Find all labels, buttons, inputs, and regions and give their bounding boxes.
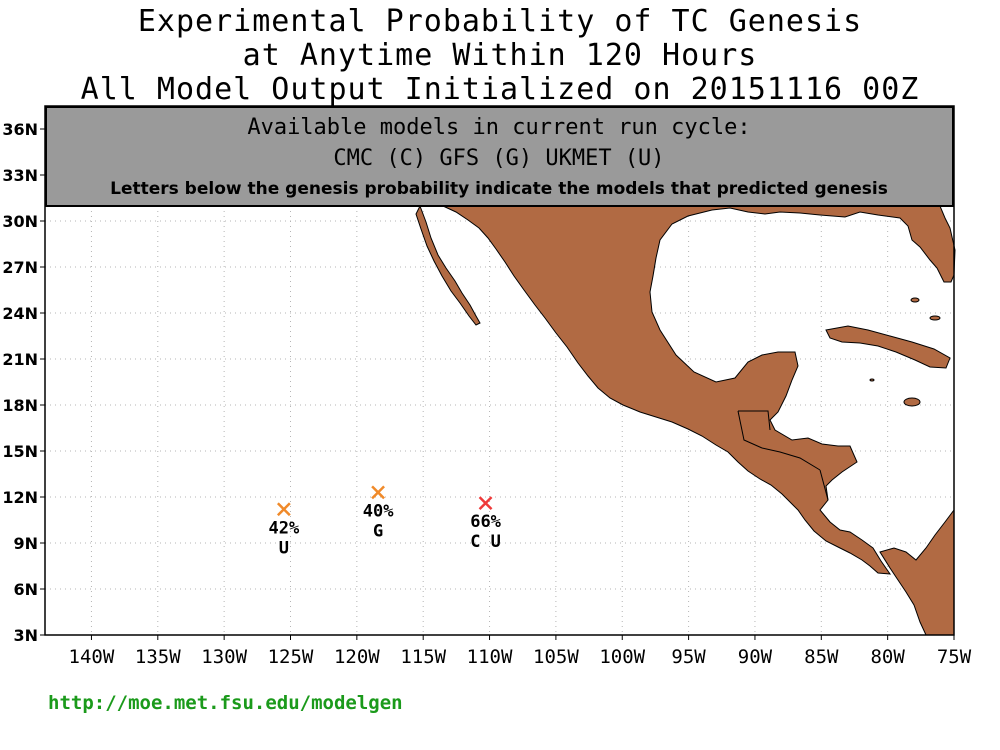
lat-tick-label: 33N (2, 166, 38, 185)
island-cayman (869, 378, 875, 382)
title-line-1: Experimental Probability of TC Genesis (137, 4, 863, 39)
title-line-2: at Anytime Within 120 Hours (242, 38, 758, 73)
lon-tick-label: 100W (599, 646, 645, 668)
lat-tick-label: 21N (2, 350, 38, 369)
lat-tick-label: 27N (2, 258, 38, 277)
lon-tick-label: 135W (135, 646, 181, 668)
grid-lines (45, 106, 954, 635)
lat-tick-label: 9N (13, 534, 38, 553)
genesis-models: C U (470, 532, 501, 552)
genesis-probability: 42% (269, 518, 300, 538)
baja-california (415, 204, 481, 326)
title-line-3: All Model Output Initialized on 20151116… (80, 72, 920, 107)
lon-tick-label: 140W (69, 646, 115, 668)
latitude-labels: 3N 6N 9N 12N 15N 18N 21N 24N 27N 30N 33N 36N (2, 120, 45, 645)
island-bahamas-1 (910, 297, 920, 303)
lon-tick-label: 85W (804, 646, 839, 668)
lon-tick-label: 90W (738, 646, 773, 668)
lon-tick-label: 120W (334, 646, 380, 668)
lat-tick-label: 15N (2, 442, 38, 461)
longitude-labels: 140W 135W 130W 125W 120W 115W 110W 105W 100W 95W 9… (69, 635, 972, 668)
info-box-line-2: CMC (C) GFS (G) UKMET (U) (333, 146, 664, 171)
footer-url[interactable]: http://moe.met.fsu.edu/modelgen (48, 692, 403, 714)
genesis-marker: 40%G (363, 485, 394, 541)
genesis-models: U (279, 538, 289, 558)
lon-tick-label: 105W (533, 646, 579, 668)
lon-tick-label: 75W (937, 646, 972, 668)
lat-tick-label: 3N (13, 626, 38, 645)
info-box-line-3: Letters below the genesis probability in… (110, 179, 888, 199)
genesis-probability: 66% (470, 512, 501, 532)
lon-tick-label: 95W (671, 646, 706, 668)
genesis-x-mark (276, 502, 291, 517)
lon-tick-label: 110W (467, 646, 513, 668)
info-box-line-1: Available models in current run cycle: (247, 115, 750, 140)
mexico-central-america (442, 205, 956, 575)
lon-tick-label: 130W (201, 646, 247, 668)
lat-tick-label: 24N (2, 304, 38, 323)
lon-tick-label: 115W (400, 646, 446, 668)
genesis-markers: 42%U 40%G 66%C U (269, 485, 502, 558)
genesis-x-mark (371, 485, 385, 500)
lon-tick-label: 125W (268, 646, 314, 668)
genesis-marker: 42%U (269, 502, 300, 558)
country-borders (737, 410, 829, 501)
island-jamaica (903, 397, 921, 407)
lat-tick-label: 30N (2, 212, 38, 231)
info-box (45, 106, 954, 207)
land-mass (415, 204, 956, 636)
lat-tick-label: 12N (2, 488, 38, 507)
lat-tick-label: 36N (2, 120, 38, 139)
island-bahamas-2 (929, 315, 941, 321)
lat-tick-label: 18N (2, 396, 38, 415)
cuba (825, 325, 951, 369)
genesis-models: G (373, 521, 383, 541)
genesis-x-mark (478, 496, 493, 511)
genesis-marker: 66%C U (470, 496, 502, 552)
lon-tick-label: 80W (870, 646, 905, 668)
lat-tick-label: 6N (13, 580, 38, 599)
genesis-probability: 40% (363, 501, 394, 521)
